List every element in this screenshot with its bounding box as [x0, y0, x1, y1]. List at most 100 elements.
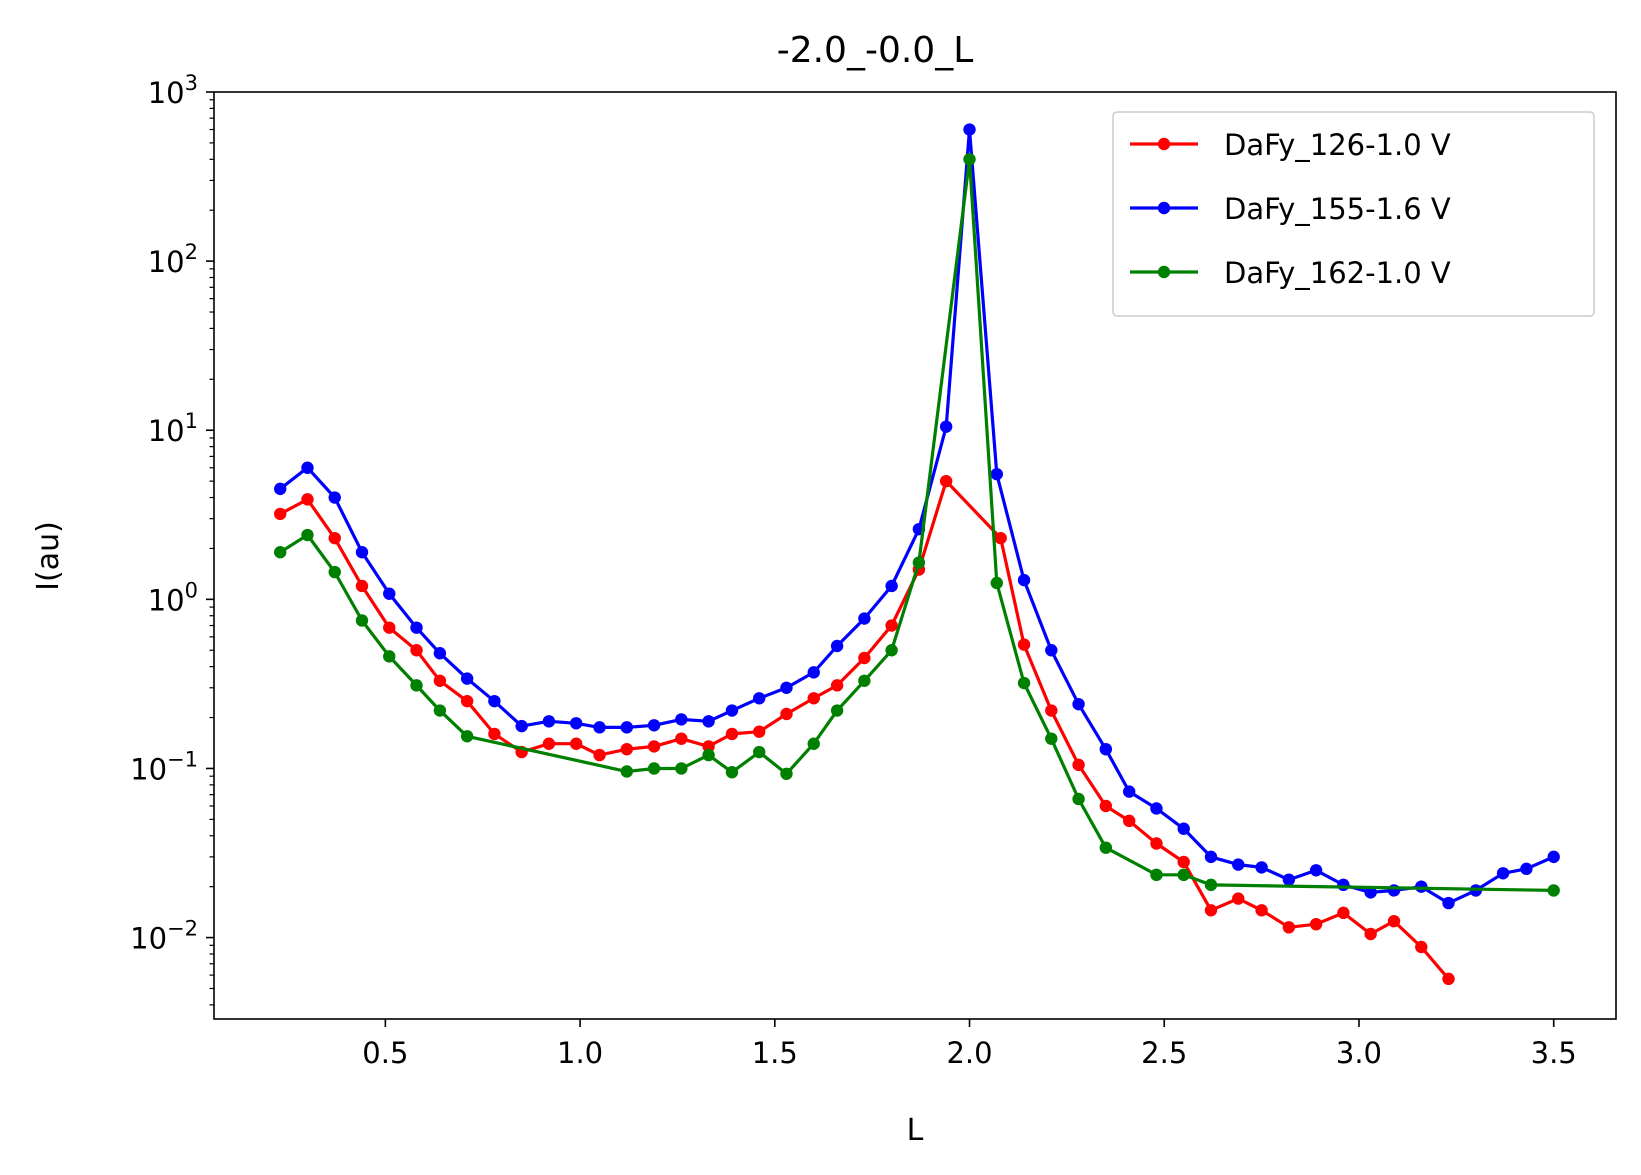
data-point [328, 491, 341, 504]
legend-entries: DaFy_126-1.0 V DaFy_155-1.6 V DaFy_162-1.0… [1130, 128, 1451, 290]
data-point [1072, 792, 1085, 806]
data-point [807, 692, 820, 705]
y-tick-exponent: −2 [167, 917, 198, 941]
legend: DaFy_126-1.0 V DaFy_155-1.6 V DaFy_162-1.0… [1112, 111, 1595, 317]
data-point [593, 721, 606, 734]
data-point [1255, 904, 1268, 917]
data-point [1520, 862, 1533, 876]
data-point [301, 461, 314, 474]
data-point [355, 546, 369, 559]
series-3 [274, 153, 1560, 897]
y-tick-base: 10 [148, 245, 185, 279]
data-point [830, 704, 844, 717]
data-point [433, 647, 447, 660]
y-tick-label: 10−1 [130, 747, 198, 786]
data-point [1337, 906, 1350, 920]
data-point [1282, 921, 1296, 934]
legend-label: DaFy_126-1.0 V [1224, 128, 1451, 162]
data-point [1099, 799, 1113, 813]
data-point [702, 740, 715, 753]
data-point [1177, 855, 1190, 869]
data-point [1442, 896, 1455, 910]
data-point [410, 679, 423, 692]
y-tick-exponent: 1 [185, 409, 198, 433]
plot-frame [213, 91, 1617, 1020]
data-point [355, 579, 369, 593]
x-tick-label: 0.5 [362, 1036, 408, 1070]
data-point [1255, 861, 1268, 874]
data-point [1496, 867, 1510, 880]
data-point [1017, 573, 1031, 587]
data-point [460, 730, 474, 743]
data-point [1364, 927, 1377, 941]
data-point [274, 546, 287, 559]
data-point [807, 666, 820, 679]
data-point [780, 681, 793, 694]
legend-marker [1157, 201, 1171, 215]
data-point [1387, 884, 1401, 897]
data-point [1232, 858, 1245, 871]
data-point [1364, 886, 1377, 899]
legend-box [1112, 111, 1595, 317]
data-point [620, 742, 634, 756]
data-point [301, 493, 314, 506]
data-point [939, 420, 953, 433]
data-point [1415, 940, 1428, 954]
y-axis-label: I(au) [31, 521, 66, 591]
data-point [702, 715, 715, 728]
data-point [1337, 878, 1350, 892]
data-point [383, 650, 396, 663]
data-point [488, 694, 501, 708]
data-point [1204, 850, 1218, 864]
data-point [1099, 841, 1113, 854]
data-point [620, 721, 634, 734]
data-point [1017, 676, 1031, 690]
data-point [1045, 732, 1058, 745]
legend-label: DaFy_162-1.0 V [1224, 256, 1451, 290]
data-point [858, 674, 871, 687]
chart-title: -2.0_-0.0_L [777, 30, 974, 71]
data-point [593, 748, 606, 762]
data-point [994, 531, 1007, 545]
y-tick-base: 10 [148, 414, 185, 448]
data-point [990, 467, 1003, 481]
data-point [1017, 638, 1031, 651]
y-tick-label: 101 [148, 409, 198, 448]
data-point [1232, 892, 1245, 905]
data-point [885, 619, 898, 632]
x-tick-label: 2.5 [1141, 1036, 1187, 1070]
data-point [1045, 704, 1058, 717]
x-axis-label: L [907, 1113, 924, 1148]
y-tick-base: 10 [148, 583, 185, 617]
data-point [647, 719, 661, 732]
y-tick-exponent: −1 [167, 747, 198, 771]
legend-marker [1157, 265, 1171, 279]
x-axis-ticks: 0.5 1.0 1.5 2.0 2.5 3.0 3.5 [362, 1019, 1577, 1070]
data-point [990, 576, 1003, 590]
data-point [753, 692, 766, 705]
data-point [939, 474, 953, 488]
data-point [1099, 742, 1113, 756]
data-point [1150, 802, 1163, 815]
y-tick-base: 10 [148, 76, 185, 110]
data-point [274, 507, 287, 521]
data-point [355, 614, 369, 627]
data-point [1204, 904, 1218, 917]
data-point [647, 762, 661, 775]
data-point [753, 745, 766, 759]
data-point [410, 644, 423, 657]
data-point [383, 621, 396, 634]
data-point [1204, 878, 1218, 892]
data-point [885, 579, 898, 593]
data-point [912, 556, 926, 569]
data-point [1442, 972, 1455, 986]
data-point [328, 565, 341, 579]
data-point [1072, 758, 1085, 772]
legend-marker [1157, 137, 1171, 151]
data-point [1177, 822, 1190, 835]
data-point [1045, 644, 1058, 657]
data-point [830, 639, 844, 653]
y-tick-base: 10 [130, 922, 167, 956]
